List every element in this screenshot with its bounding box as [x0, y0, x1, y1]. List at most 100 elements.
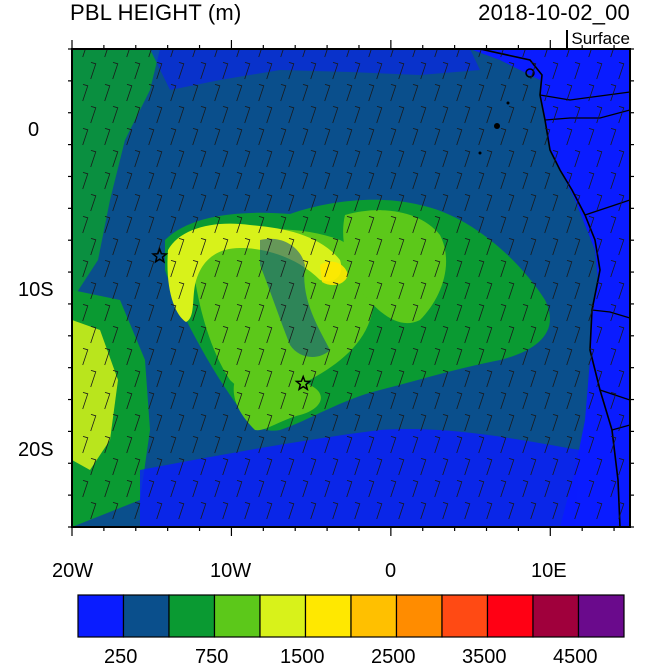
wind-barb — [368, 347, 375, 366]
wind-barb — [90, 501, 97, 520]
wind-barb — [82, 215, 89, 234]
wind-barb — [310, 369, 317, 388]
wind-barb — [376, 61, 383, 80]
wind-barb — [368, 215, 375, 234]
wind-barb — [200, 237, 207, 256]
wind-barb — [104, 391, 111, 410]
wind-barb — [332, 237, 339, 256]
wind-barb — [368, 259, 375, 278]
wind-barb — [192, 303, 199, 322]
wind-barb — [508, 61, 515, 80]
wind-barb — [302, 479, 309, 498]
wind-barb — [596, 369, 603, 388]
wind-barb — [156, 369, 163, 388]
wind-barb — [222, 457, 229, 476]
wind-barb — [332, 413, 339, 432]
lat-label-10s: 10S — [18, 279, 54, 301]
wind-barb — [552, 325, 559, 344]
wind-barb — [266, 237, 273, 256]
wind-barb — [258, 171, 265, 190]
wind-barb — [302, 347, 309, 366]
wind-barb — [596, 105, 603, 124]
wind-barb — [420, 281, 427, 300]
wind-barb — [214, 303, 221, 322]
wind-barb — [412, 127, 419, 146]
wind-barb — [200, 413, 207, 432]
wind-barb — [134, 281, 141, 300]
wind-barb — [588, 49, 592, 58]
wind-barb — [170, 347, 177, 366]
wind-barb — [288, 149, 295, 168]
wind-barb — [390, 127, 397, 146]
wind-barb — [222, 193, 229, 212]
pbl-region-darkblue-slot — [260, 238, 330, 357]
wind-barb — [442, 457, 449, 476]
wind-barb — [192, 49, 196, 58]
wind-barb — [258, 259, 265, 278]
wind-barb — [310, 149, 317, 168]
lat-label-0: 0 — [28, 119, 40, 141]
wind-barb — [420, 413, 427, 432]
wind-barb — [332, 501, 339, 520]
wind-barb — [302, 303, 309, 322]
wind-barb — [486, 105, 493, 124]
wind-barb — [134, 325, 141, 344]
wind-barb — [610, 83, 617, 102]
wind-barb — [633, 216, 638, 233]
wind-barb — [442, 281, 449, 300]
island-2 — [525, 68, 535, 78]
wind-barb — [200, 61, 207, 80]
wind-barb — [126, 83, 133, 102]
wind-barb — [442, 369, 449, 388]
pbl-region-yellow-blob — [320, 261, 348, 286]
wind-barb — [200, 281, 207, 300]
wind-barb — [346, 127, 353, 146]
wind-barb — [170, 171, 177, 190]
wind-barb — [376, 281, 383, 300]
wind-barb — [544, 259, 551, 278]
lon-label-10w: 10W — [210, 560, 252, 582]
star-marker-south — [294, 374, 312, 392]
wind-barb — [566, 391, 573, 410]
wind-barb — [456, 479, 463, 498]
wind-barb — [134, 501, 141, 520]
wind-barb — [354, 281, 361, 300]
wind-barb — [346, 83, 353, 102]
wind-barb — [588, 347, 595, 366]
wind-barb — [156, 457, 163, 476]
wind-barb — [192, 479, 199, 498]
station-markers — [151, 246, 312, 392]
wind-barb — [324, 347, 331, 366]
wind-barb — [82, 83, 89, 102]
wind-barb — [544, 215, 551, 234]
wind-barb — [244, 61, 251, 80]
wind-barb — [530, 457, 537, 476]
wind-barb — [332, 149, 339, 168]
wind-barb — [104, 127, 111, 146]
wind-barb — [310, 237, 317, 256]
colorbar-swatch — [395, 594, 443, 638]
wind-barb — [280, 303, 287, 322]
wind-barb — [148, 83, 155, 102]
wind-barb — [354, 369, 361, 388]
wind-barb — [610, 127, 617, 146]
wind-barb — [148, 49, 152, 58]
wind-barb — [280, 171, 287, 190]
wind-barb — [302, 391, 309, 410]
wind-barb — [346, 259, 353, 278]
wind-barb — [178, 501, 185, 520]
wind-barb — [641, 458, 646, 475]
wind-barb — [596, 193, 603, 212]
wind-barb — [324, 83, 331, 102]
wind-barb — [156, 105, 163, 124]
wind-barb — [420, 61, 427, 80]
wind-barb — [214, 49, 218, 58]
wind-barb — [266, 61, 273, 80]
wind-barb — [170, 49, 174, 58]
colorbar-swatch — [168, 594, 216, 638]
wind-barb — [508, 369, 515, 388]
wind-barb — [596, 457, 603, 476]
wind-barb — [633, 128, 638, 145]
wind-barb — [192, 259, 199, 278]
wind-barb — [530, 413, 537, 432]
